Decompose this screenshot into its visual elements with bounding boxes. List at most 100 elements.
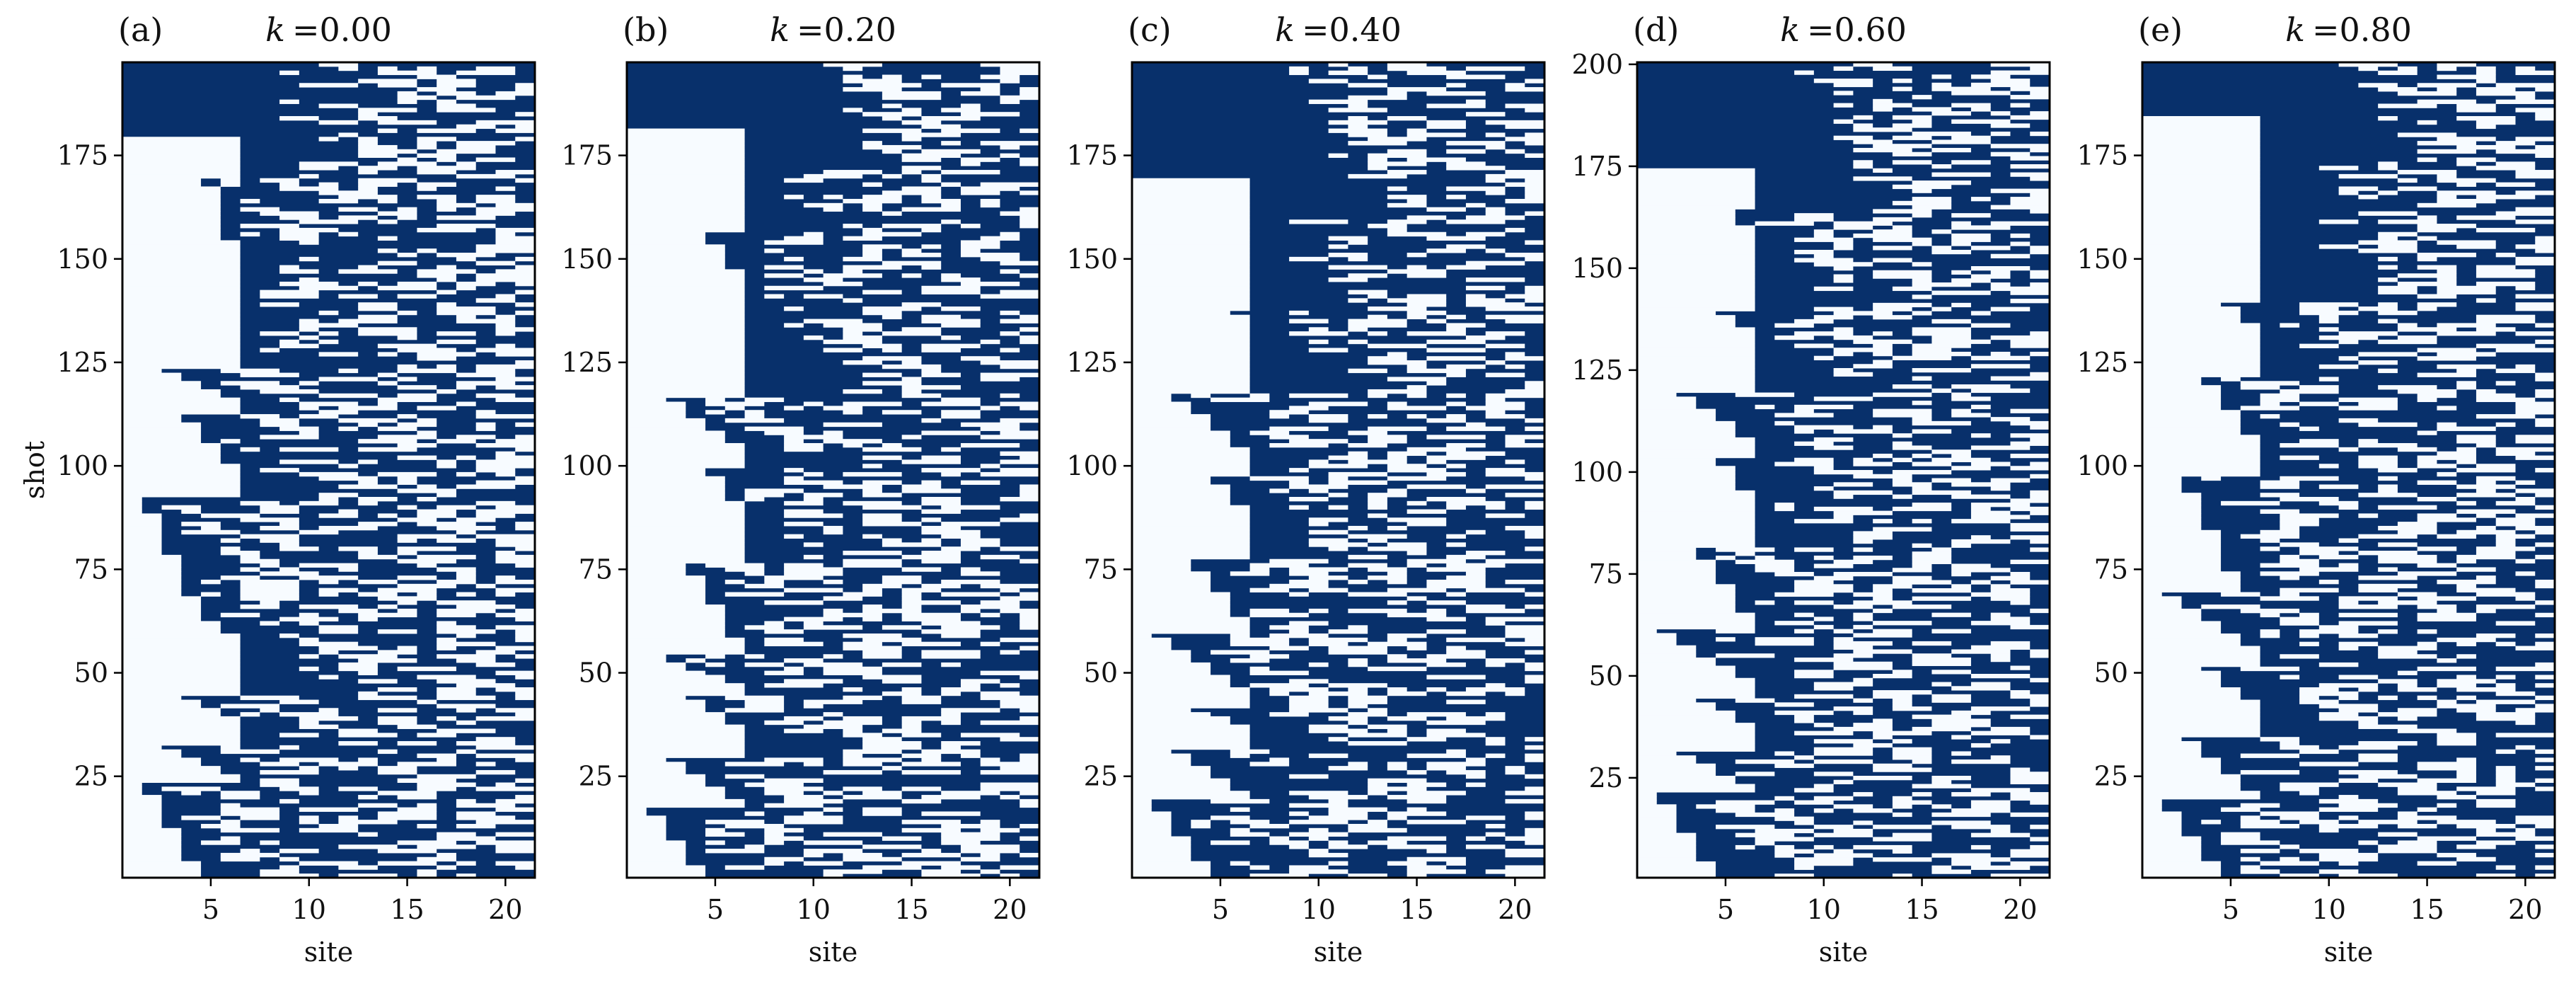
heatmap-cell	[921, 757, 942, 762]
heatmap-cell	[417, 128, 476, 133]
heatmap-cell	[1000, 517, 1039, 522]
heatmap-cell	[882, 173, 902, 179]
heatmap-cell	[2280, 442, 2339, 448]
heatmap-cell	[2201, 604, 2260, 609]
heatmap-cell	[260, 762, 299, 767]
heatmap-cell	[1637, 776, 1735, 781]
heatmap-cell	[377, 66, 398, 71]
heatmap-cell	[2476, 575, 2496, 580]
heatmap-cell	[397, 414, 417, 419]
heatmap-cell	[1426, 236, 1486, 241]
heatmap-cell	[122, 430, 202, 435]
heatmap-cell	[2456, 439, 2496, 444]
heatmap-cell	[2476, 343, 2536, 348]
heatmap-cell	[627, 529, 745, 535]
heatmap-cell	[122, 153, 241, 158]
heatmap-cell	[784, 468, 804, 473]
heatmap-cell	[2535, 240, 2555, 245]
heatmap-cell	[2299, 310, 2359, 316]
heatmap-cell	[1132, 563, 1191, 568]
heatmap-cell	[1020, 314, 1039, 320]
heatmap-cell	[1637, 584, 1735, 589]
heatmap-cell	[475, 820, 535, 825]
heatmap-cell	[299, 406, 319, 411]
heatmap-cell	[417, 869, 437, 874]
heatmap-cell	[2515, 435, 2555, 440]
heatmap-cell	[2142, 426, 2241, 431]
heatmap-cell	[495, 397, 535, 403]
heatmap-cell	[2030, 702, 2050, 707]
heatmap-cell	[1308, 587, 1348, 593]
heatmap-cell	[1853, 474, 1912, 479]
heatmap-cell	[122, 372, 182, 377]
heatmap-cell	[1249, 567, 1270, 572]
heatmap-cell	[2142, 277, 2260, 282]
heatmap-cell	[1951, 482, 2011, 487]
heatmap-cell	[2476, 551, 2516, 556]
heatmap-cell	[1637, 396, 1697, 401]
heatmap-cell	[2299, 546, 2359, 551]
heatmap-cell	[1833, 246, 1854, 251]
heatmap-cell	[1132, 435, 1230, 440]
heatmap-cell	[1465, 604, 1506, 609]
heatmap-cell	[1132, 587, 1211, 593]
heatmap-cell	[1951, 539, 2011, 544]
heatmap-cell	[1289, 695, 1329, 701]
heatmap-cell	[2358, 66, 2379, 71]
heatmap-cell	[1132, 753, 1191, 758]
heatmap-cell	[2280, 422, 2300, 428]
heatmap-cell	[1308, 608, 1329, 614]
heatmap-cell	[122, 720, 241, 726]
heatmap-cell	[1269, 410, 1309, 415]
heatmap-cell	[437, 567, 476, 572]
heatmap-cell	[1446, 219, 1506, 224]
heatmap-cell	[803, 724, 863, 729]
heatmap-cell	[1873, 209, 1932, 214]
heatmap-cell	[397, 476, 417, 481]
heatmap-cell	[417, 269, 476, 274]
heatmap-cell	[1020, 558, 1039, 564]
heatmap-cell	[1132, 762, 1191, 767]
heatmap-cell	[1132, 190, 1250, 195]
heatmap-cell	[240, 558, 280, 564]
heatmap-cell	[627, 766, 686, 771]
panel-title: k =0.20	[770, 11, 896, 49]
heatmap-cell	[941, 505, 1000, 510]
heatmap-cell	[901, 360, 922, 365]
heatmap-cell	[2280, 786, 2319, 791]
heatmap-cell	[2338, 406, 2398, 411]
heatmap-cell	[1132, 774, 1211, 779]
heatmap-cell	[1368, 74, 1387, 79]
heatmap-cell	[2260, 563, 2319, 568]
heatmap-cell	[2142, 625, 2222, 630]
heatmap-cell	[1637, 853, 1697, 858]
heatmap-cell	[2142, 141, 2260, 146]
heatmap-cell	[1328, 244, 1348, 249]
heatmap-cell	[1873, 229, 1912, 234]
heatmap-cell	[299, 500, 339, 506]
heatmap-cell	[1990, 726, 2031, 732]
heatmap-cell	[901, 720, 922, 726]
heatmap-cell	[1446, 74, 1506, 79]
y-tick-label: 175	[561, 140, 613, 171]
heatmap-cell	[2010, 433, 2050, 438]
heatmap-cell	[1485, 617, 1544, 621]
heatmap-cell	[2476, 699, 2536, 704]
heatmap-cell	[122, 704, 202, 709]
y-tick-label: 150	[561, 243, 613, 275]
heatmap-cell	[1348, 827, 1407, 833]
heatmap-cell	[1931, 612, 1971, 617]
heatmap-cell	[941, 447, 961, 452]
heatmap-cell	[2030, 608, 2050, 614]
heatmap-cell	[1794, 217, 1834, 222]
heatmap-cell	[2142, 567, 2222, 572]
heatmap-cell	[744, 699, 785, 704]
heatmap-cell	[2378, 468, 2418, 473]
heatmap-cell	[299, 791, 319, 796]
heatmap-cell	[1716, 808, 1755, 813]
heatmap-cell	[2358, 513, 2379, 518]
heatmap-cell	[2476, 476, 2516, 481]
heatmap-cell	[2495, 149, 2555, 154]
heatmap-cell	[2142, 327, 2260, 332]
heatmap-cell	[1990, 144, 2050, 149]
